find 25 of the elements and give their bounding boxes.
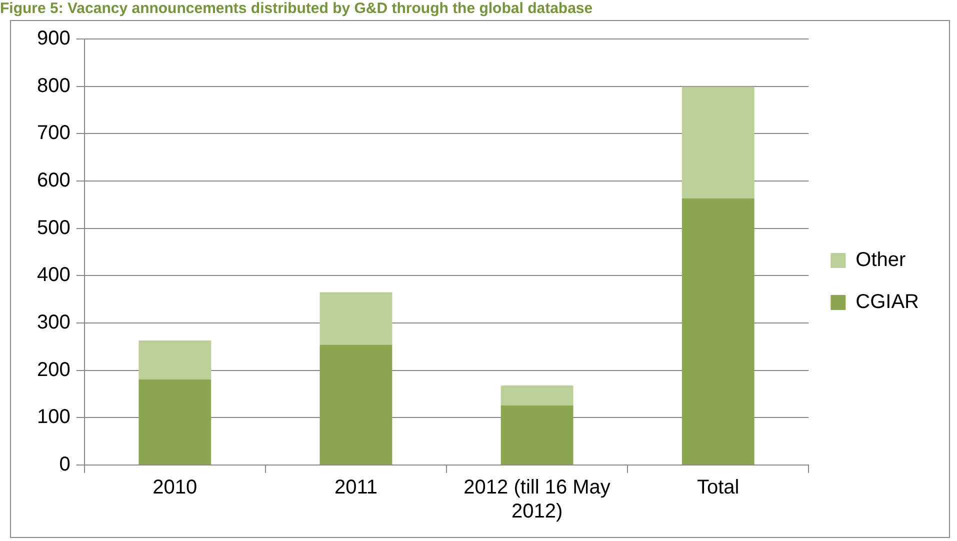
y-tick-label: 600 xyxy=(36,170,70,192)
y-tick-label: 300 xyxy=(36,312,70,334)
y-tick-label: 700 xyxy=(36,122,70,144)
y-tick-label: 200 xyxy=(36,358,70,381)
bar xyxy=(500,385,574,406)
bar xyxy=(682,198,754,464)
x-tick-label: 2011 xyxy=(334,476,378,499)
bar xyxy=(320,292,392,345)
x-tick-label: 2010 xyxy=(152,476,198,499)
y-tick-label: 400 xyxy=(36,264,70,286)
bar xyxy=(500,405,574,464)
bar xyxy=(138,340,212,380)
x-tick-label: 2012 (till 16 May 2012) xyxy=(464,476,610,523)
legend-label: CGIAR xyxy=(856,291,920,314)
bar xyxy=(682,86,754,199)
x-tick-label: Total xyxy=(697,476,740,499)
legend-label: Other xyxy=(856,249,906,272)
chart-title: Figure 5: Vacancy announcements distributed by G&D through the global database xyxy=(0,0,594,18)
bar xyxy=(138,379,212,464)
y-tick-label: 100 xyxy=(36,406,70,428)
y-tick-label: 800 xyxy=(36,74,70,97)
y-tick-label: 0 xyxy=(59,454,70,476)
y-tick-label: 900 xyxy=(36,28,70,50)
bar xyxy=(320,344,392,464)
y-tick-label: 500 xyxy=(36,216,70,239)
